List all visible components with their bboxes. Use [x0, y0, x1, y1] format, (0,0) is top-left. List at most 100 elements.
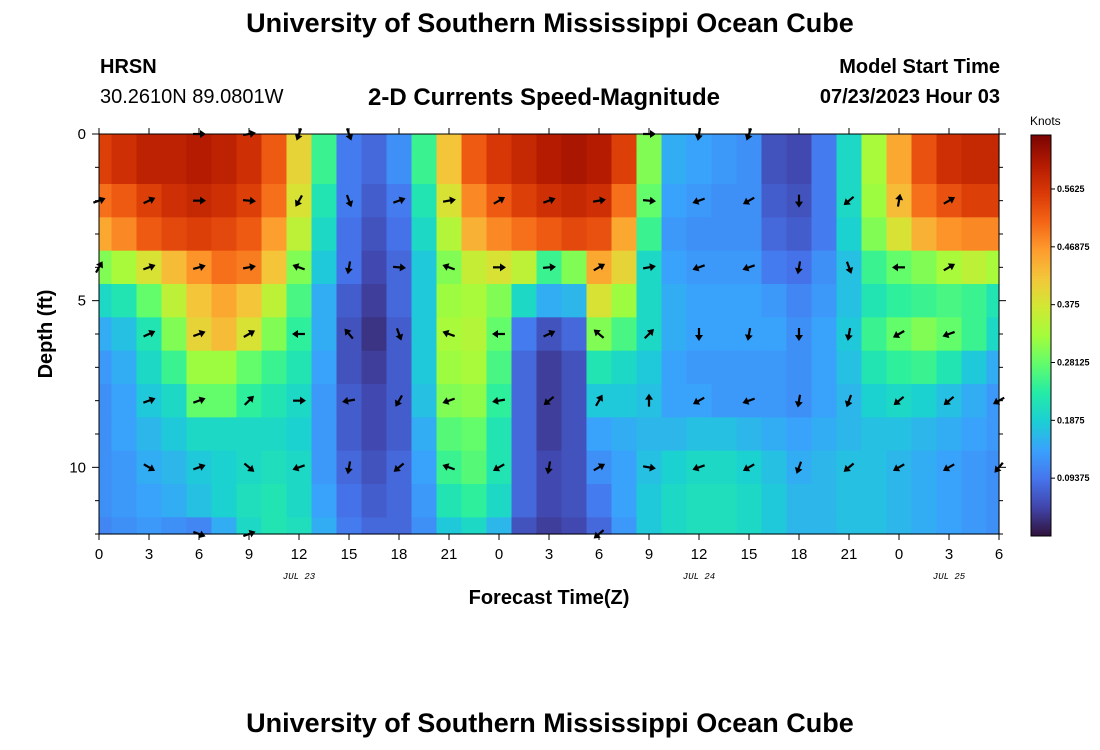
heatmap-cell	[711, 484, 738, 518]
heatmap-cell	[111, 450, 138, 485]
heatmap-cell	[236, 417, 263, 452]
heatmap-cell	[461, 184, 488, 218]
x-tick-label: 0	[95, 546, 103, 563]
y-tick-label: 0	[78, 126, 86, 143]
heatmap-cell	[261, 484, 288, 518]
current-arrow	[395, 327, 404, 341]
heatmap-cell	[786, 217, 813, 252]
current-arrow	[292, 330, 305, 338]
current-arrow	[643, 329, 654, 340]
heatmap-cells	[99, 134, 1000, 535]
heatmap-cell	[161, 184, 188, 218]
heatmap-cell	[886, 134, 913, 152]
heatmap-cell	[361, 134, 388, 152]
heatmap-cell	[611, 450, 638, 485]
heatmap-cell	[336, 150, 363, 185]
current-arrow	[492, 396, 506, 405]
heatmap-cell	[736, 350, 763, 385]
heatmap-cell	[811, 134, 838, 152]
heatmap-cell	[636, 517, 663, 535]
heatmap-cell	[611, 184, 638, 218]
heatmap-cell	[611, 150, 638, 185]
heatmap-cell	[236, 150, 263, 185]
heatmap-cell	[99, 317, 113, 352]
heatmap-cell	[711, 184, 738, 218]
heatmap-cell	[786, 517, 813, 535]
heatmap-cell	[611, 417, 638, 452]
heatmap-cell	[661, 250, 688, 285]
current-arrow	[192, 396, 206, 405]
heatmap-cell	[486, 484, 513, 518]
current-arrow	[192, 463, 206, 471]
heatmap-cell	[561, 134, 588, 152]
current-arrow	[442, 196, 456, 205]
heatmap-cell	[411, 317, 438, 352]
x-tick-label: 15	[341, 546, 358, 563]
heatmap-cell	[311, 250, 338, 285]
heatmap-cell	[586, 350, 613, 385]
heatmap-cell	[986, 384, 1000, 418]
heatmap-cell	[636, 150, 663, 185]
current-arrow	[242, 196, 256, 205]
heatmap-cell	[361, 350, 388, 385]
heatmap-cell	[661, 317, 688, 352]
current-arrow	[392, 196, 406, 205]
heatmap-cell	[711, 450, 738, 485]
heatmap-cell	[686, 350, 713, 385]
date-label: JUL 23	[283, 572, 316, 582]
heatmap-cell	[536, 484, 563, 518]
heatmap-cell	[361, 184, 388, 218]
current-arrow	[695, 328, 703, 341]
heatmap-cell	[961, 217, 988, 252]
current-arrow	[295, 194, 303, 207]
heatmap-cell	[761, 450, 788, 485]
heatmap-cell	[236, 517, 263, 535]
current-arrow	[843, 195, 855, 206]
current-arrow	[844, 394, 853, 408]
heatmap-cell	[611, 384, 638, 418]
heatmap-cell	[586, 484, 613, 518]
heatmap-cell	[961, 384, 988, 418]
current-arrow	[642, 463, 656, 472]
heatmap-cell	[511, 384, 538, 418]
heatmap-cell	[711, 350, 738, 385]
current-arrow	[942, 330, 956, 339]
heatmap-cell	[211, 417, 238, 452]
current-arrow	[143, 196, 156, 205]
heatmap-cell	[886, 517, 913, 535]
heatmap-cell	[186, 484, 213, 518]
heatmap-cell	[161, 450, 188, 485]
heatmap-cell	[236, 134, 263, 152]
heatmap-cell	[561, 484, 588, 518]
current-arrow	[794, 261, 803, 275]
current-arrow	[543, 395, 555, 406]
x-tick-label: 3	[145, 546, 153, 563]
heatmap-cell	[511, 350, 538, 385]
heatmap-cell	[161, 384, 188, 418]
heatmap-cell	[486, 284, 513, 318]
heatmap-cell	[861, 517, 888, 535]
heatmap-cell	[486, 417, 513, 452]
heatmap-cell	[861, 350, 888, 385]
heatmap-cell	[236, 284, 263, 318]
current-arrow	[943, 196, 956, 205]
heatmap-cell	[711, 250, 738, 285]
heatmap-cell	[211, 484, 238, 518]
heatmap-cell	[761, 250, 788, 285]
heatmap-cell	[936, 134, 963, 152]
current-arrow	[543, 329, 556, 338]
heatmap-cell	[111, 134, 138, 152]
heatmap-cell	[711, 417, 738, 452]
heatmap-cell	[686, 284, 713, 318]
current-arrow	[344, 461, 353, 475]
heatmap-cell	[911, 134, 938, 152]
heatmap-cell	[336, 217, 363, 252]
current-arrow	[243, 395, 254, 406]
heatmap-cell	[886, 150, 913, 185]
heatmap-cell	[561, 284, 588, 318]
heatmap-cell	[186, 134, 213, 152]
heatmap-cell	[336, 350, 363, 385]
heatmap-cell	[411, 250, 438, 285]
heatmap-cell	[611, 217, 638, 252]
